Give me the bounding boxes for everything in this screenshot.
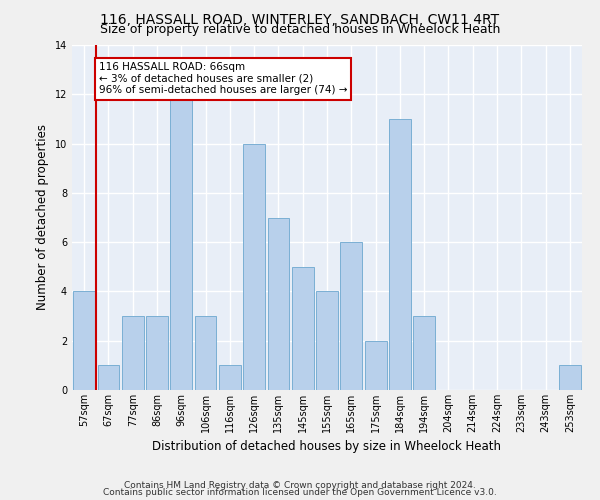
Bar (170, 94, 192, 390)
Bar (292, 267, 314, 390)
Bar (122, 316, 143, 390)
Bar (268, 218, 289, 390)
Text: 116, HASSALL ROAD, WINTERLEY, SANDBACH, CW11 4RT: 116, HASSALL ROAD, WINTERLEY, SANDBACH, … (100, 12, 500, 26)
Bar (146, 316, 168, 390)
Bar (73, 292, 95, 390)
Text: Contains public sector information licensed under the Open Government Licence v3: Contains public sector information licen… (103, 488, 497, 497)
Bar (194, 316, 217, 390)
Bar (365, 340, 386, 390)
Bar (559, 366, 581, 390)
X-axis label: Distribution of detached houses by size in Wheelock Heath: Distribution of detached houses by size … (152, 440, 502, 454)
Bar (219, 366, 241, 390)
Text: Contains HM Land Registry data © Crown copyright and database right 2024.: Contains HM Land Registry data © Crown c… (124, 480, 476, 490)
Bar (340, 242, 362, 390)
Bar (316, 292, 338, 390)
Bar (389, 119, 411, 390)
Bar (243, 144, 265, 390)
Bar (97, 366, 119, 390)
Text: 116 HASSALL ROAD: 66sqm
← 3% of detached houses are smaller (2)
96% of semi-deta: 116 HASSALL ROAD: 66sqm ← 3% of detached… (99, 62, 347, 96)
Text: Size of property relative to detached houses in Wheelock Heath: Size of property relative to detached ho… (100, 22, 500, 36)
Bar (413, 316, 435, 390)
Y-axis label: Number of detached properties: Number of detached properties (36, 124, 49, 310)
